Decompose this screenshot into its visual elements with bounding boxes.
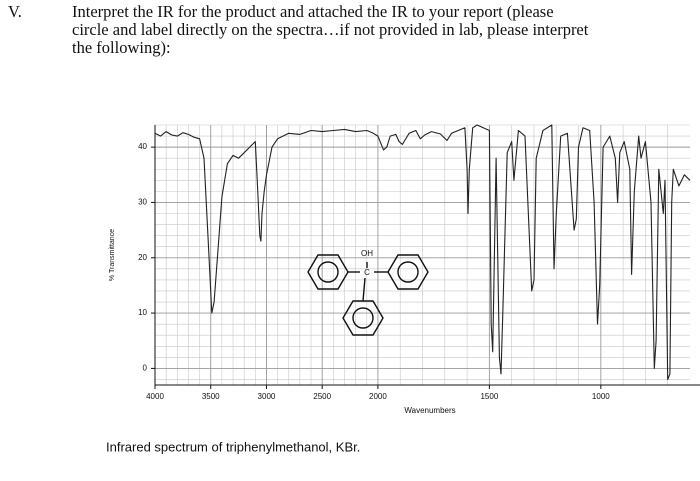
x-tick-label: 2500 — [313, 392, 331, 401]
x-tick-label: 1500 — [480, 392, 498, 401]
question-number: V. — [8, 2, 22, 21]
ring — [342, 300, 384, 336]
spectrum-line — [154, 124, 691, 381]
y-tick-label: 30 — [138, 198, 147, 207]
caption: Infrared spectrum of triphenylmethanol, … — [106, 439, 360, 454]
y-tick-label: 20 — [138, 253, 147, 262]
ring-inner — [352, 307, 374, 329]
y-tick-label: 10 — [138, 308, 147, 317]
y-axis-label: % Transmittance — [109, 229, 116, 281]
x-tick-label: 1000 — [592, 392, 610, 401]
x-tick-label: 2000 — [369, 392, 387, 401]
oh-label: OH — [361, 249, 373, 258]
ring — [307, 254, 349, 290]
x-tick-label: 4000 — [146, 392, 164, 401]
x-tick-label: 3000 — [258, 392, 276, 401]
ring-inner — [317, 261, 339, 283]
ring — [387, 254, 429, 290]
question-line: Interpret the IR for the product and att… — [72, 2, 554, 21]
y-tick-label: 0 — [143, 364, 148, 373]
x-tick-label: 3500 — [202, 392, 220, 401]
x-axis-label: Wavenumbers — [404, 406, 455, 415]
c-label: C — [364, 268, 370, 277]
ring-inner — [397, 261, 419, 283]
molecule — [307, 254, 429, 336]
question-line: circle and label directly on the spectra… — [72, 20, 589, 39]
y-tick-label: 40 — [138, 142, 147, 151]
question-line: the following): — [72, 38, 171, 57]
bond — [362, 277, 366, 302]
